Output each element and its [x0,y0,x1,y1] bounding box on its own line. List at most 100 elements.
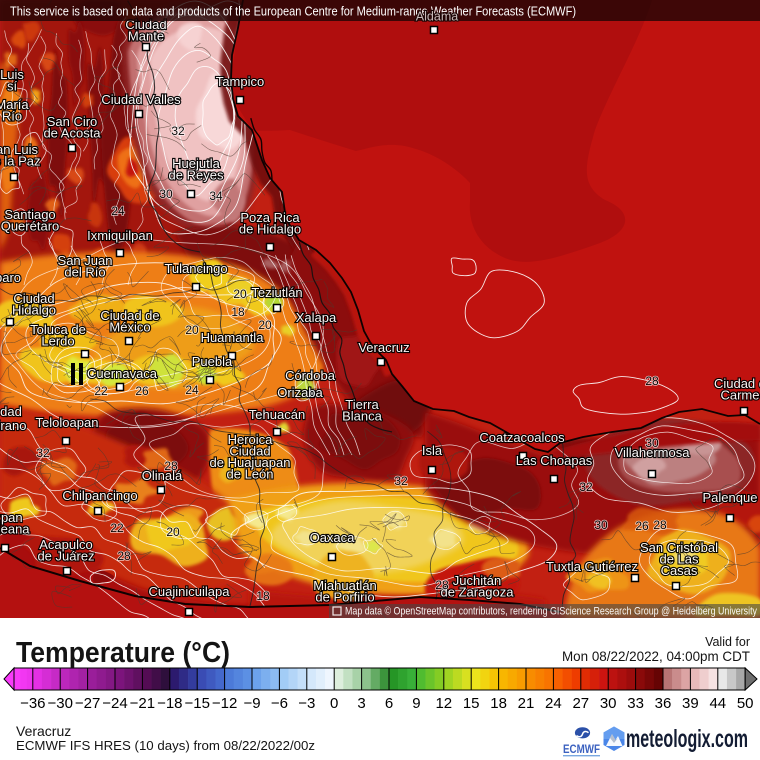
svg-text:0: 0 [330,695,338,712]
svg-text:Huamantla: Huamantla [201,330,265,345]
svg-text:Miahuatlán: Miahuatlán [313,578,377,593]
svg-text:22: 22 [94,384,108,398]
svg-text:Heroica: Heroica [228,432,274,447]
svg-text:18: 18 [256,589,270,603]
svg-text:Ixmiquilpan: Ixmiquilpan [87,228,153,243]
svg-text:20: 20 [258,318,272,332]
svg-text:Valid for: Valid for [705,635,750,649]
svg-text:15: 15 [463,695,480,712]
svg-text:Mante: Mante [128,29,164,44]
svg-text:−12: −12 [212,695,237,712]
svg-text:26: 26 [135,384,149,398]
svg-text:Poza Rica: Poza Rica [240,210,300,225]
svg-text:18: 18 [490,695,507,712]
svg-text:an Luis: an Luis [0,142,38,157]
svg-text:Ciudad de: Ciudad de [100,308,159,323]
svg-text:Cuajinicuilapa: Cuajinicuilapa [149,584,231,599]
svg-text:30: 30 [645,436,659,450]
svg-text:Las Choapas: Las Choapas [516,453,593,468]
svg-text:Blanca: Blanca [342,409,383,424]
svg-text:50: 50 [737,695,754,712]
svg-text:Santiago: Santiago [4,207,55,222]
svg-text:San Ciro: San Ciro [47,114,98,129]
svg-text:This service is based on data: This service is based on data and produc… [10,4,576,19]
svg-text:28: 28 [117,549,131,563]
svg-text:ECMWF IFS HRES (10 days) from: ECMWF IFS HRES (10 days) from 08/22/2022… [16,738,315,753]
svg-text:Ciudad Valles: Ciudad Valles [101,92,181,107]
svg-text:Xalapa: Xalapa [296,310,337,325]
svg-text:de Zaragoza: de Zaragoza [441,585,515,600]
svg-text:irano: irano [0,418,26,433]
svg-text:20: 20 [185,323,199,337]
svg-text:Oaxaca: Oaxaca [310,530,356,545]
svg-text:Carme: Carme [720,388,759,403]
svg-text:México: México [109,320,150,335]
svg-text:sí: sí [7,79,18,94]
svg-text:Temperature (°C): Temperature (°C) [16,637,230,669]
svg-text:ECMWF: ECMWF [563,742,600,756]
svg-text:Río: Río [2,109,22,124]
svg-text:Huejutla: Huejutla [172,156,220,171]
svg-text:28: 28 [164,459,178,473]
svg-text:de Juárez: de Juárez [37,549,94,564]
svg-text:24: 24 [185,383,199,397]
svg-text:44: 44 [709,695,726,712]
svg-text:36: 36 [655,695,672,712]
svg-text:28: 28 [435,578,449,592]
svg-text:meteologix.com: meteologix.com [626,725,748,753]
svg-text:−24: −24 [102,695,127,712]
svg-text:32: 32 [171,124,185,138]
svg-text:26: 26 [635,519,649,533]
svg-text:30: 30 [600,695,617,712]
svg-text:−3: −3 [298,695,315,712]
svg-text:Map data © OpenStreetMap contr: Map data © OpenStreetMap contributors, r… [345,606,757,618]
svg-text:Olinalá: Olinalá [142,468,183,483]
svg-text:dad: dad [0,404,22,419]
svg-text:32: 32 [394,474,408,488]
svg-text:12: 12 [435,695,452,712]
svg-text:24: 24 [545,695,562,712]
svg-text:San Cristóbal: San Cristóbal [640,540,718,555]
svg-text:Ciudad: Ciudad [13,291,54,306]
svg-text:de León: de León [227,467,274,482]
svg-text:Querétaro: Querétaro [1,219,60,234]
svg-text:Teziutlán: Teziutlán [251,285,302,300]
svg-text:−6: −6 [271,695,288,712]
svg-text:21: 21 [518,695,535,712]
svg-text:−36: −36 [20,695,45,712]
svg-text:Cuernavaca: Cuernavaca [87,366,158,381]
svg-text:de Reyes: de Reyes [169,168,224,183]
svg-text:de Las: de Las [659,552,699,567]
svg-text:de Huajuapan: de Huajuapan [210,455,291,470]
svg-text:9: 9 [412,695,420,712]
svg-text:3: 3 [357,695,365,712]
svg-text:Acapulco: Acapulco [39,537,92,552]
svg-text:Córdoba: Córdoba [285,368,336,383]
svg-text:Lerdo: Lerdo [41,334,74,349]
svg-text:33: 33 [627,695,644,712]
svg-text:28: 28 [653,518,667,532]
svg-text:−21: −21 [130,695,155,712]
svg-text:Juchitán: Juchitán [453,573,501,588]
svg-text:Isla: Isla [422,443,443,458]
svg-text:Toluca de: Toluca de [30,322,86,337]
svg-text:Chilpancingo: Chilpancingo [62,488,137,503]
svg-text:de Acosta: de Acosta [43,126,101,141]
svg-text:Tampico: Tampico [216,74,264,89]
svg-text:Hidalgo: Hidalgo [12,303,56,318]
svg-text:30: 30 [159,187,173,201]
svg-text:22: 22 [110,521,124,535]
svg-text:Tulancingo: Tulancingo [164,261,227,276]
svg-text:Coatzacoalcos: Coatzacoalcos [479,430,565,445]
svg-text:32: 32 [36,446,50,460]
svg-text:−30: −30 [47,695,72,712]
svg-text:e la Paz: e la Paz [0,154,40,169]
svg-text:Veracruz: Veracruz [358,340,409,355]
svg-text:Veracruz: Veracruz [16,723,71,739]
svg-text:28: 28 [645,374,659,388]
svg-text:32: 32 [579,480,593,494]
svg-text:Puebla: Puebla [192,354,233,369]
svg-text:paro: paro [0,270,21,285]
svg-text:Casas: Casas [661,563,698,578]
svg-text:María: María [0,97,29,112]
